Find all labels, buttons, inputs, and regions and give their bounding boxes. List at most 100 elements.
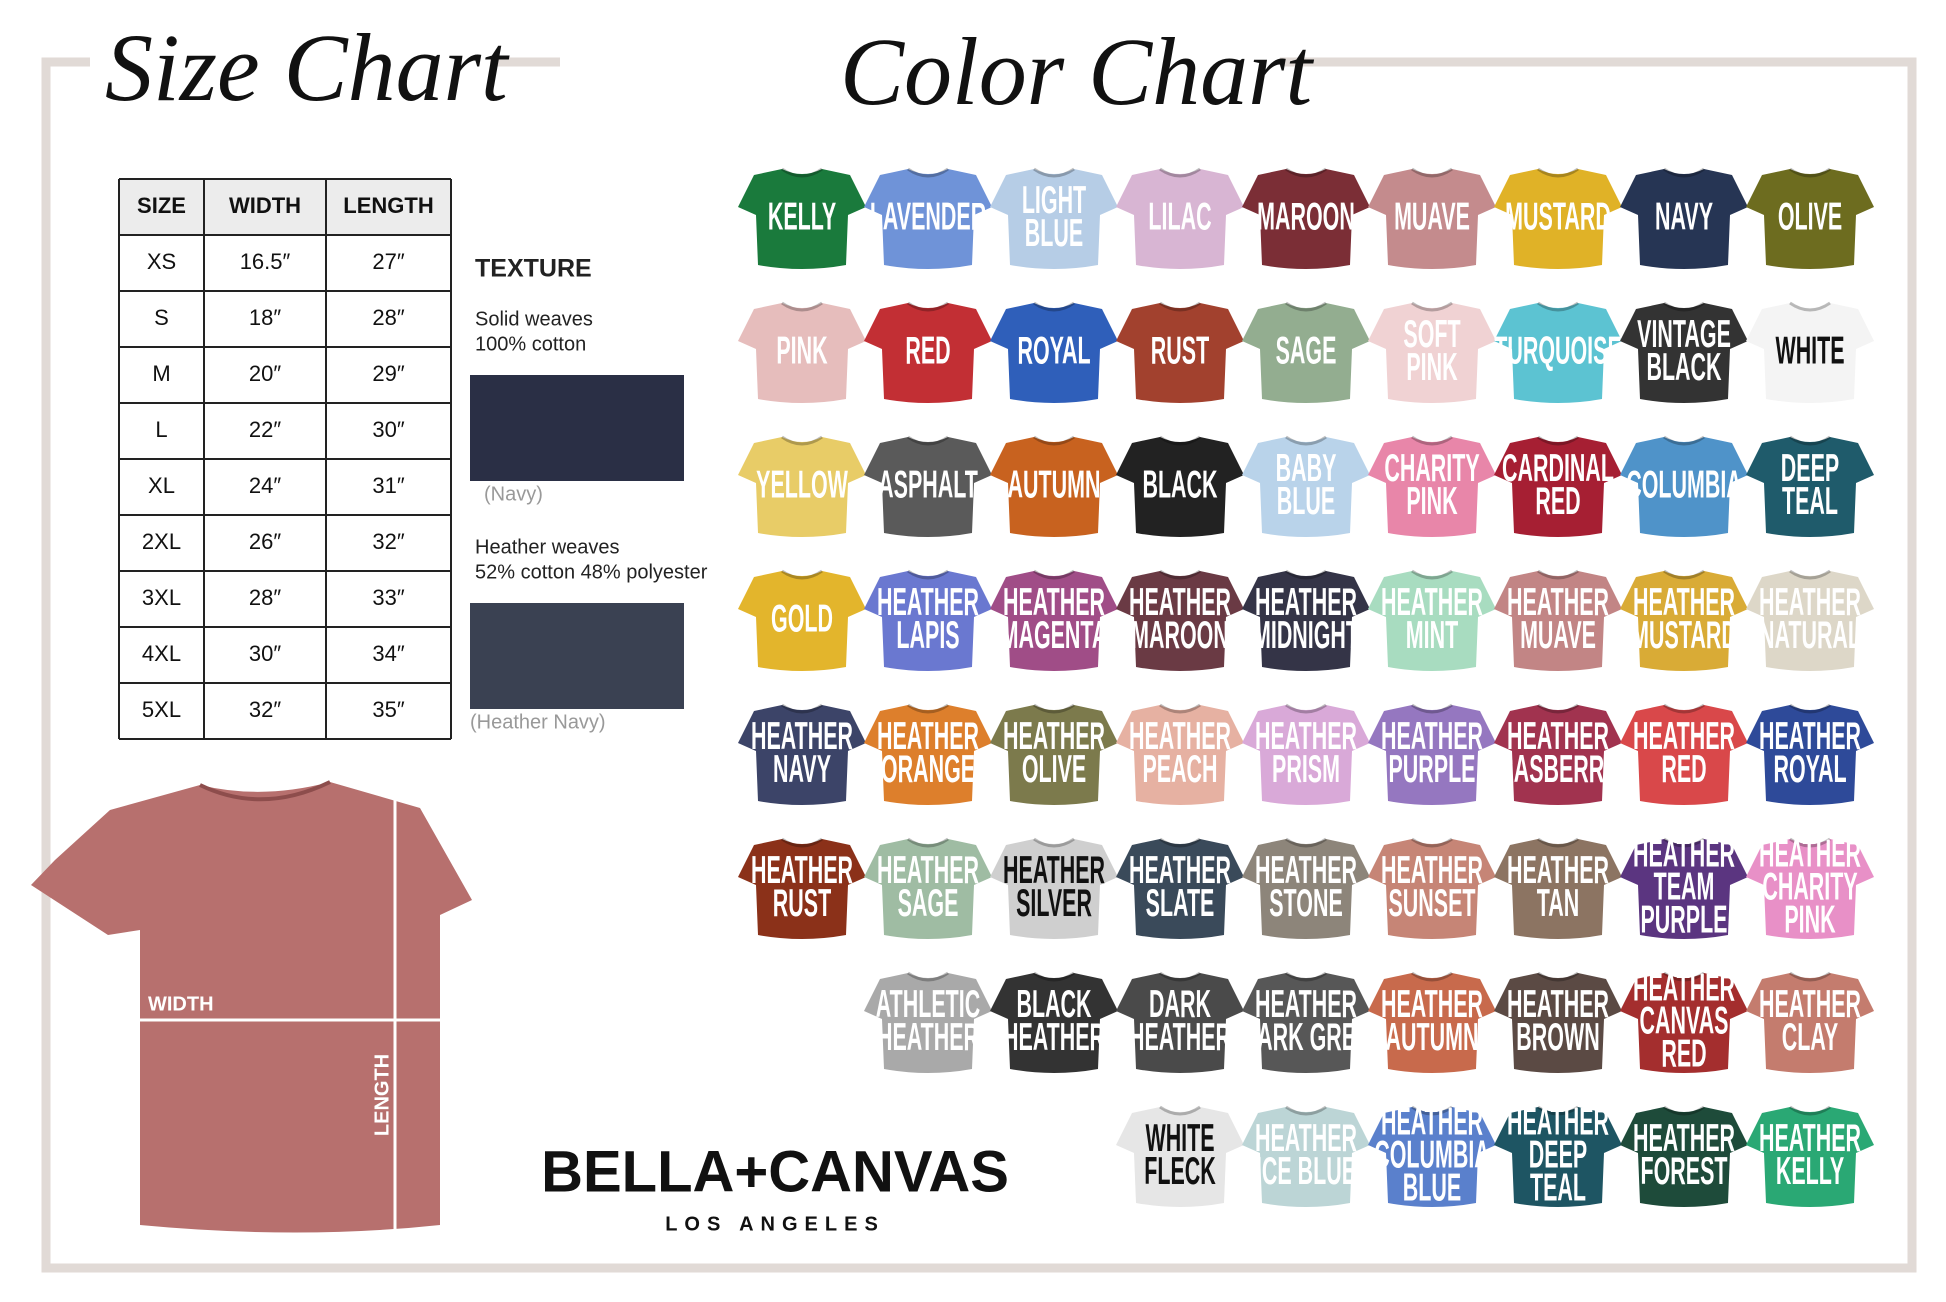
shirt-label: BLUE (1025, 211, 1083, 254)
shirt-label: BLACK (1016, 982, 1091, 1025)
shirt-collar (1285, 569, 1327, 580)
table-cell: 20″ (249, 361, 281, 386)
shirt-label: MINT (1406, 613, 1458, 656)
shirt-label: SUNSET (1388, 881, 1475, 924)
shirt-collar (1663, 167, 1705, 178)
shirt-collar (1663, 301, 1705, 312)
shirt-label: HEATHER (1633, 714, 1735, 757)
shirt-body (1494, 973, 1622, 1073)
shirt: LILAC (1116, 167, 1244, 269)
shirt-body (1620, 839, 1748, 939)
shirt-collar (1411, 569, 1453, 580)
shirt-collar (1411, 837, 1453, 848)
shirt-collar (1411, 435, 1453, 446)
shirt-label: PURPLE (1640, 898, 1727, 941)
shirt-collar (1663, 569, 1705, 580)
shirt: MAROON (1242, 167, 1370, 269)
shirt-label: LAVENDER (870, 195, 987, 238)
shirt-collar (1033, 569, 1075, 580)
texture-text: Solid weaves (475, 308, 593, 330)
shirt-label: HEATHER (1381, 982, 1483, 1025)
shirt-collar (1789, 837, 1831, 848)
texture-title: TEXTURE (475, 255, 592, 283)
table-cell: 32″ (372, 529, 404, 554)
shirt-body (738, 839, 866, 939)
table-cell: 4XL (142, 641, 181, 666)
collar (199, 780, 331, 802)
color-title: Color Chart (840, 18, 1314, 125)
shirt-body (990, 303, 1118, 403)
swatch (470, 375, 684, 481)
shirt-label: PEACH (1142, 747, 1217, 790)
table-cell: 29″ (372, 361, 404, 386)
size-table: SIZE WIDTH LENGTH XS 16.5″ 27″ S 18″ 28″ M 20″ 29″ L… (118, 178, 452, 740)
title-gap (90, 30, 490, 100)
shirt: OLIVE (1746, 167, 1874, 269)
shirt-label: HEATHER (751, 714, 853, 757)
shirt-collar (1537, 1105, 1579, 1116)
shirt-label: HEATHER (1381, 714, 1483, 757)
shirt-label: HEATHER (1129, 1015, 1231, 1058)
shirt-label: MAROON (1257, 195, 1355, 238)
shirt-label: MUSTARD (1631, 613, 1737, 656)
shirt-body (990, 437, 1118, 537)
shirt: MUSTARD (1494, 167, 1622, 269)
shirt-label: BLUE (1277, 479, 1335, 522)
shirt-label: RASBERRY (1498, 747, 1618, 790)
shirt-collar (1285, 703, 1327, 714)
shirt-label: HEATHER (1759, 580, 1861, 623)
shirt-label: LAPIS (896, 613, 959, 656)
shirt-label: PINK (1784, 898, 1835, 941)
shirt-collar (1663, 1105, 1705, 1116)
shirt-label: BLACK (1646, 345, 1721, 388)
shirt-label: OLIVE (1778, 195, 1842, 238)
shirt-label: TURQUOISE (1494, 329, 1622, 372)
shirt-label: ROYAL (1773, 747, 1846, 790)
shirt: SAGE (1242, 301, 1370, 403)
shirt-label: HEATHER (1507, 714, 1609, 757)
shirt-collar (1789, 301, 1831, 312)
shirt-collar (781, 435, 823, 446)
shirt-collar (1789, 569, 1831, 580)
shirt-label: MAGENTA (1001, 613, 1108, 656)
table-cell: 32″ (249, 697, 281, 722)
table-cell: L (155, 417, 167, 442)
shirt-label: HEATHER (1255, 580, 1357, 623)
shirt-body (1242, 303, 1370, 403)
shirt-collar (1411, 167, 1453, 178)
shirt-body (1620, 169, 1748, 269)
shirt-label: HEATHER (1507, 1100, 1609, 1143)
shirt-label: CLAY (1782, 1015, 1838, 1058)
shirt: COLUMBIA (1620, 435, 1748, 537)
shirt-label: HEATHER (877, 580, 979, 623)
shirt-label: HEATHER (1633, 580, 1735, 623)
shirt-collar (1789, 971, 1831, 982)
shirt-body (1620, 437, 1748, 537)
shirt-collar (1033, 167, 1075, 178)
shirt-label: CHARITY (1762, 865, 1857, 908)
shirt-label: MUAVE (1394, 195, 1470, 238)
shirt-collar (1159, 301, 1201, 312)
shirt-collar (1537, 837, 1579, 848)
shirt-body (1746, 571, 1874, 671)
brand-city: LOS ANGELES (665, 1213, 885, 1235)
shirt-label: RED (905, 329, 950, 372)
shirt-label: HEATHER (1003, 714, 1105, 757)
table-cell: 30″ (249, 641, 281, 666)
shirt-collar (907, 569, 949, 580)
shirt-label: HEATHER (1759, 1116, 1861, 1159)
shirt-collar (1411, 301, 1453, 312)
